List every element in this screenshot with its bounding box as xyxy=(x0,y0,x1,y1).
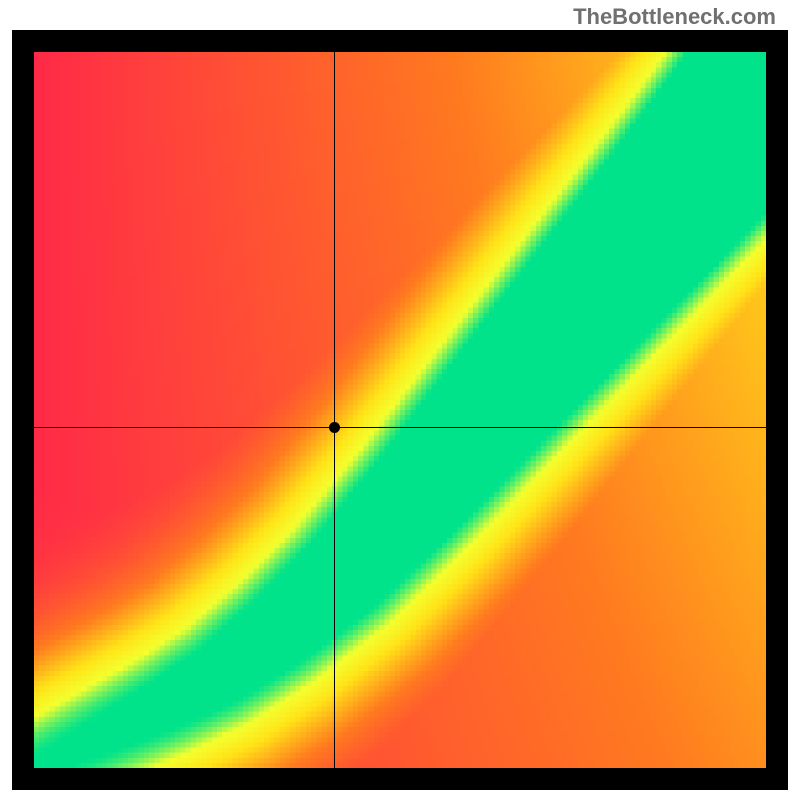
crosshair-horizontal xyxy=(34,427,766,428)
watermark-text: TheBottleneck.com xyxy=(573,4,776,30)
crosshair-vertical xyxy=(334,52,335,768)
reference-point-marker xyxy=(329,422,340,433)
bottleneck-heatmap xyxy=(34,52,766,768)
